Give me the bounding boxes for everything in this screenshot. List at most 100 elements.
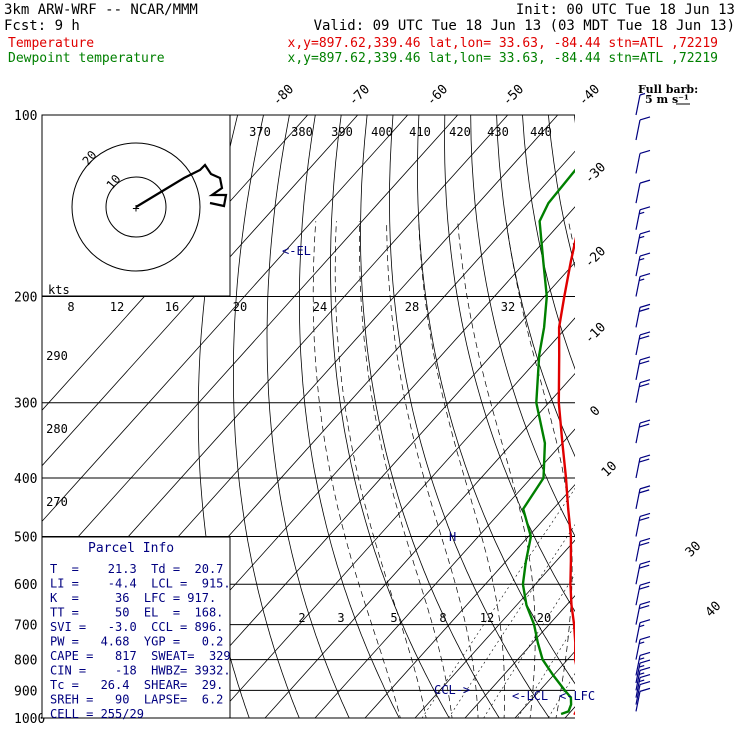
wind-barb-flag — [639, 674, 651, 679]
wind-barb — [635, 272, 651, 297]
wind-barb-half-flag — [639, 258, 645, 261]
theta-label: 390 — [331, 125, 353, 139]
wind-barb-staff — [635, 307, 641, 328]
pressure-tick-label: 900 — [14, 684, 37, 699]
wind-barb-staff — [635, 691, 641, 712]
pressure-tick-label: 1000 — [14, 712, 45, 727]
wind-barb — [635, 687, 651, 712]
wind-barb-half-flag — [639, 235, 645, 239]
isotherm-label: 40 — [703, 599, 725, 621]
wind-barb — [635, 252, 651, 277]
wind-barb-flag — [639, 206, 651, 211]
hodograph: + 10 20 kts — [41, 114, 231, 297]
wind-barb-flag — [639, 585, 650, 590]
wind-barb — [635, 485, 651, 510]
theta-labels: 370 380 390 400 410 420 430 440 290 280 270 — [46, 125, 552, 509]
parcel-info-row: LI = -4.4 LCL = 915. — [50, 577, 231, 591]
dry-adiabat-line — [233, 115, 300, 718]
wind-barb-flag — [639, 458, 650, 463]
wind-barb-flag — [639, 560, 651, 565]
wind-barb-staff — [635, 622, 641, 643]
isotherm-label: 10 — [599, 459, 621, 481]
mixing-ratio-lines — [421, 487, 575, 718]
hodograph-ring-outer — [71, 142, 201, 272]
moist-adiabat-line — [418, 221, 505, 718]
isotherm-line — [715, 115, 740, 718]
wind-barb-staff — [635, 422, 641, 444]
wind-barb — [635, 537, 651, 562]
parcel-info-frame — [41, 536, 231, 719]
isotherm-label: -50 — [500, 82, 527, 109]
dry-adiabat-line — [704, 115, 740, 731]
pressure-tick-label: 200 — [14, 291, 37, 306]
wind-barb — [635, 303, 651, 328]
barb-key-title: Full barb: — [638, 83, 698, 96]
wind-barb-flag — [639, 419, 651, 424]
isotherm-line — [615, 115, 740, 718]
dewpoint-trace — [521, 168, 575, 716]
isotherm-line — [42, 115, 408, 522]
isotherm-label: -20 — [582, 244, 609, 271]
moist-adiabat-line — [359, 221, 453, 718]
dry-adiabat-line — [678, 115, 740, 731]
wind-barb — [635, 635, 651, 660]
mixing-ratio-label: 16 — [165, 300, 179, 314]
dry-adiabat-line — [573, 115, 575, 124]
theta-label: 440 — [530, 125, 552, 139]
wind-barb-flag — [639, 454, 651, 459]
parcel-info-panel: Parcel Info T = 21.3 Td = 20.7LI = -4.4 … — [41, 536, 231, 721]
model-title: 3km ARW-WRF -- NCAR/MMM — [4, 2, 198, 18]
mixing-ratio-label: 8 — [439, 611, 446, 625]
wind-barb-flag — [639, 252, 651, 257]
wind-barb-staff — [635, 677, 641, 698]
parcel-info-row: PW = 4.68 YGP = 0.2 — [50, 635, 223, 649]
theta-label: 280 — [46, 422, 68, 436]
wind-barb-flag — [639, 666, 651, 671]
isotherm-line — [264, 372, 575, 718]
wind-barb-flag — [639, 116, 651, 121]
wind-barb-staff — [635, 255, 641, 277]
theta-label: 400 — [371, 125, 393, 139]
wind-barb-flag — [639, 564, 650, 569]
wind-barb-flag — [639, 651, 651, 657]
pressure-tick-label: 300 — [14, 397, 37, 412]
dry-adiabat-line — [600, 115, 740, 731]
wind-barb — [635, 680, 651, 705]
wind-barb — [635, 331, 651, 356]
dry-adiabat-line — [444, 115, 575, 613]
ccl-annotation: CCL-> — [434, 683, 470, 697]
dry-adiabat-lines — [197, 115, 740, 731]
wind-barb-flag — [639, 423, 650, 428]
lcl-annotation: <-LCL — [512, 689, 548, 703]
theta-label: 370 — [249, 125, 271, 139]
wind-barb — [635, 619, 651, 643]
wind-barb-staff — [635, 684, 641, 705]
parcel-info-row: CIN = -18 HWBZ= 3932. — [50, 664, 231, 678]
moist-adiabat-line — [505, 221, 573, 718]
parcel-info-row: TT = 50 EL = 168. — [50, 606, 223, 620]
isotherm-line — [364, 484, 575, 718]
hm-annotation: H — [449, 530, 456, 544]
hodograph-origin-icon: + — [132, 201, 139, 215]
pressure-tick-label: 500 — [14, 530, 37, 545]
mixing-ratio-label: 12 — [480, 611, 494, 625]
isotherm-labels: -80 -70 -60 -50 -40 -30 -20 -10 0 10 30 40 — [270, 82, 724, 620]
dry-adiabat-line — [330, 115, 450, 718]
wind-barb-flag — [639, 230, 651, 235]
wind-barb-staff — [635, 516, 641, 537]
mixing-ratio-label: 20 — [537, 611, 551, 625]
parcel-info-title: Parcel Info — [88, 541, 174, 556]
isotherm-line — [214, 317, 575, 718]
wind-barb-staff — [635, 604, 641, 625]
wind-barb-staff — [635, 334, 641, 356]
theta-label: 410 — [409, 125, 431, 139]
lfc-annotation: <-LFC — [559, 689, 595, 703]
mixing-ratio-label: 24 — [313, 300, 327, 314]
wind-barb-flag — [639, 605, 650, 610]
wind-barb — [635, 601, 651, 625]
dry-adiabat-line — [417, 115, 575, 685]
parcel-info-row: CELL = 255/29 — [50, 707, 144, 721]
wind-barb — [635, 116, 651, 141]
hodograph-frame — [41, 114, 231, 297]
parcel-info-row: CAPE = 817 SWEAT= 329 — [50, 649, 231, 663]
